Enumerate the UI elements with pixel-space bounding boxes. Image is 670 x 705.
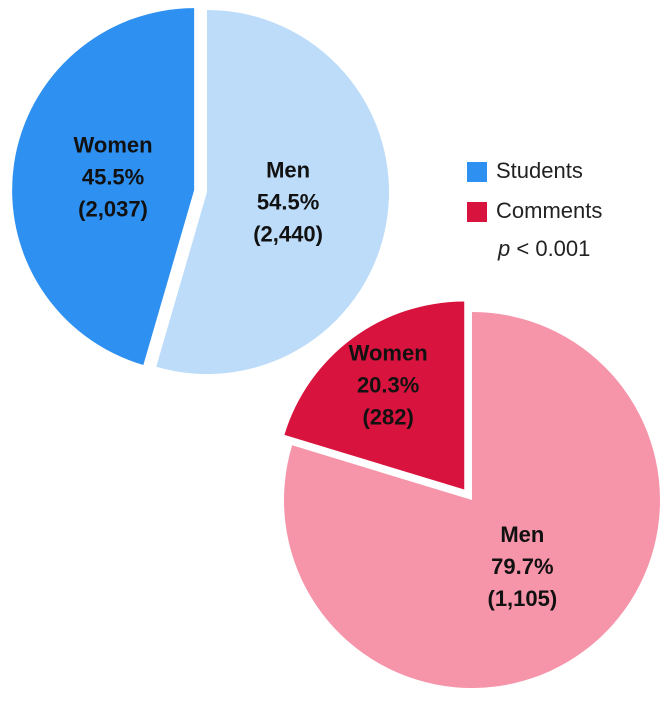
- pie-slice: [12, 8, 195, 365]
- annotation-symbol: p: [497, 236, 510, 261]
- annotation: p < 0.001: [497, 236, 590, 261]
- legend-swatch: [467, 162, 487, 182]
- slice-count: (1,105): [488, 586, 558, 611]
- pie-slice: [283, 312, 660, 688]
- slice-category: Women: [349, 341, 428, 366]
- pie-slice: [156, 10, 390, 374]
- slice-percent: 45.5%: [82, 164, 144, 189]
- legend-swatch: [467, 202, 487, 222]
- slice-category: Women: [74, 132, 153, 157]
- slice-percent: 20.3%: [357, 373, 419, 398]
- slice-count: (2,440): [253, 221, 323, 246]
- annotation-text: < 0.001: [516, 236, 590, 261]
- slice-count: (2,037): [78, 196, 148, 221]
- slice-count: (282): [362, 405, 413, 430]
- slice-percent: 79.7%: [491, 554, 553, 579]
- slice-percent: 54.5%: [257, 189, 319, 214]
- legend-label: Students: [496, 158, 583, 183]
- legend-label: Comments: [496, 198, 602, 223]
- pie-slice: [284, 301, 465, 490]
- slice-category: Men: [266, 157, 310, 182]
- slice-category: Men: [500, 522, 544, 547]
